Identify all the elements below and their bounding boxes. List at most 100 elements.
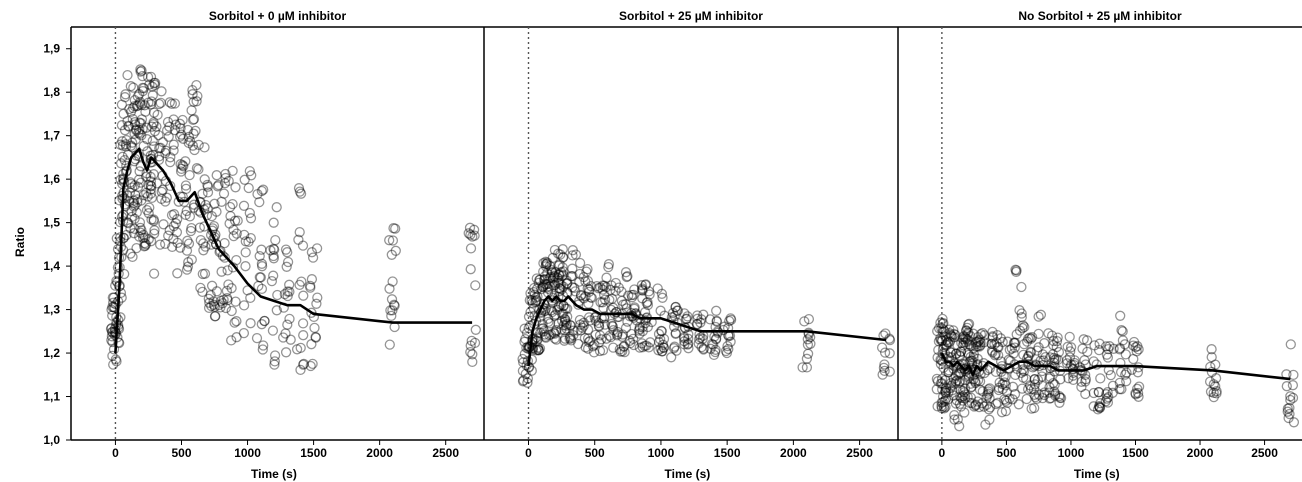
- scatter-point: [210, 238, 222, 250]
- scatter-point: [517, 365, 529, 377]
- scatter-point: [221, 292, 233, 304]
- scatter-point: [1114, 383, 1125, 395]
- scatter-point: [1094, 338, 1105, 349]
- scatter-point: [164, 225, 175, 236]
- scatter-point: [141, 204, 153, 216]
- scatter-point: [966, 358, 978, 369]
- scatter-point: [637, 293, 648, 304]
- scatter-point: [705, 343, 716, 354]
- x-axis-label: Time (s): [251, 467, 297, 481]
- scatter-point: [1040, 351, 1051, 363]
- scatter-point: [587, 341, 599, 352]
- scatter-point: [960, 333, 972, 344]
- scatter-point: [960, 337, 972, 348]
- mean-ratio-line: [527, 295, 887, 367]
- y-tick-label: 1,1: [43, 390, 60, 404]
- panel-title: No Sorbitol + 25 µM inhibitor: [1018, 9, 1182, 23]
- scatter-point: [555, 267, 567, 278]
- scatter-point: [1048, 377, 1059, 389]
- scatter-point: [948, 325, 959, 336]
- scatter-point: [143, 234, 154, 245]
- scatter-point: [1007, 394, 1018, 405]
- scatter-point: [567, 270, 578, 282]
- scatter-point: [977, 386, 988, 397]
- scatter-point: [157, 184, 168, 195]
- scatter-point: [116, 120, 128, 131]
- scatter-point: [112, 277, 123, 288]
- scatter-point: [294, 186, 306, 197]
- scatter-point: [119, 92, 131, 103]
- scatter-point: [547, 297, 559, 308]
- scatter-point: [936, 397, 947, 408]
- scatter-point: [582, 333, 594, 344]
- scatter-point: [149, 225, 160, 236]
- scatter-point: [160, 196, 171, 207]
- scatter-point: [209, 301, 220, 312]
- scatter-point: [1094, 402, 1106, 413]
- scatter-point: [150, 77, 161, 89]
- scatter-point: [946, 380, 957, 391]
- scatter-point: [1210, 373, 1222, 384]
- scatter-point: [962, 329, 973, 340]
- scatter-point: [549, 270, 560, 281]
- scatter-point: [125, 223, 136, 234]
- scatter-point: [941, 340, 952, 351]
- scatter-point: [160, 147, 171, 159]
- scatter-point: [564, 333, 575, 344]
- scatter-point: [695, 317, 706, 328]
- scatter-point: [230, 296, 241, 307]
- scatter-point: [147, 135, 158, 146]
- scatter-point: [1205, 386, 1217, 397]
- scatter-point: [1052, 332, 1063, 343]
- scatter-point: [1054, 391, 1065, 402]
- scatter-point: [656, 346, 668, 357]
- scatter-point: [1046, 330, 1058, 341]
- scatter-point: [133, 127, 144, 139]
- scatter-point: [802, 348, 814, 359]
- x-tick-label: 0: [112, 446, 119, 460]
- scatter-point: [117, 136, 128, 147]
- scatter-point: [939, 375, 951, 386]
- scatter-point: [1107, 387, 1118, 398]
- scatter-point: [1027, 332, 1038, 343]
- scatter-point: [129, 180, 140, 191]
- scatter-point: [554, 259, 565, 270]
- scatter-point: [954, 377, 965, 388]
- scatter-point: [1080, 374, 1092, 385]
- scatter-point: [1045, 392, 1057, 404]
- scatter-point: [575, 290, 587, 301]
- scatter-point: [202, 181, 214, 192]
- scatter-point: [310, 332, 322, 343]
- scatter-point: [937, 348, 948, 359]
- scatter-point: [584, 335, 596, 347]
- scatter-point: [228, 224, 239, 236]
- scatter-point: [955, 384, 966, 395]
- scatter-point: [168, 145, 179, 156]
- scatter-point: [944, 336, 955, 348]
- scatter-point: [982, 364, 993, 376]
- scatter-point: [557, 262, 568, 273]
- scatter-point: [1080, 388, 1091, 400]
- scatter-point: [940, 339, 952, 350]
- scatter-point: [388, 223, 399, 234]
- scatter-point: [187, 140, 199, 151]
- scatter-point: [724, 315, 735, 327]
- scatter-point: [1055, 374, 1066, 385]
- scatter-point: [128, 195, 140, 206]
- scatter-point: [216, 196, 227, 207]
- scatter-point: [218, 294, 229, 305]
- scatter-point: [128, 201, 140, 212]
- scatter-point: [605, 284, 616, 296]
- scatter-point: [547, 306, 558, 318]
- scatter-point: [722, 340, 733, 352]
- scatter-point: [115, 139, 126, 150]
- scatter-point: [694, 334, 705, 345]
- scatter-point: [549, 328, 560, 339]
- scatter-point: [959, 363, 970, 375]
- scatter-point: [1102, 387, 1113, 398]
- scatter-point: [599, 311, 610, 322]
- scatter-point: [692, 313, 703, 324]
- scatter-point: [668, 343, 680, 354]
- scatter-point: [983, 386, 994, 397]
- scatter-point: [203, 302, 215, 314]
